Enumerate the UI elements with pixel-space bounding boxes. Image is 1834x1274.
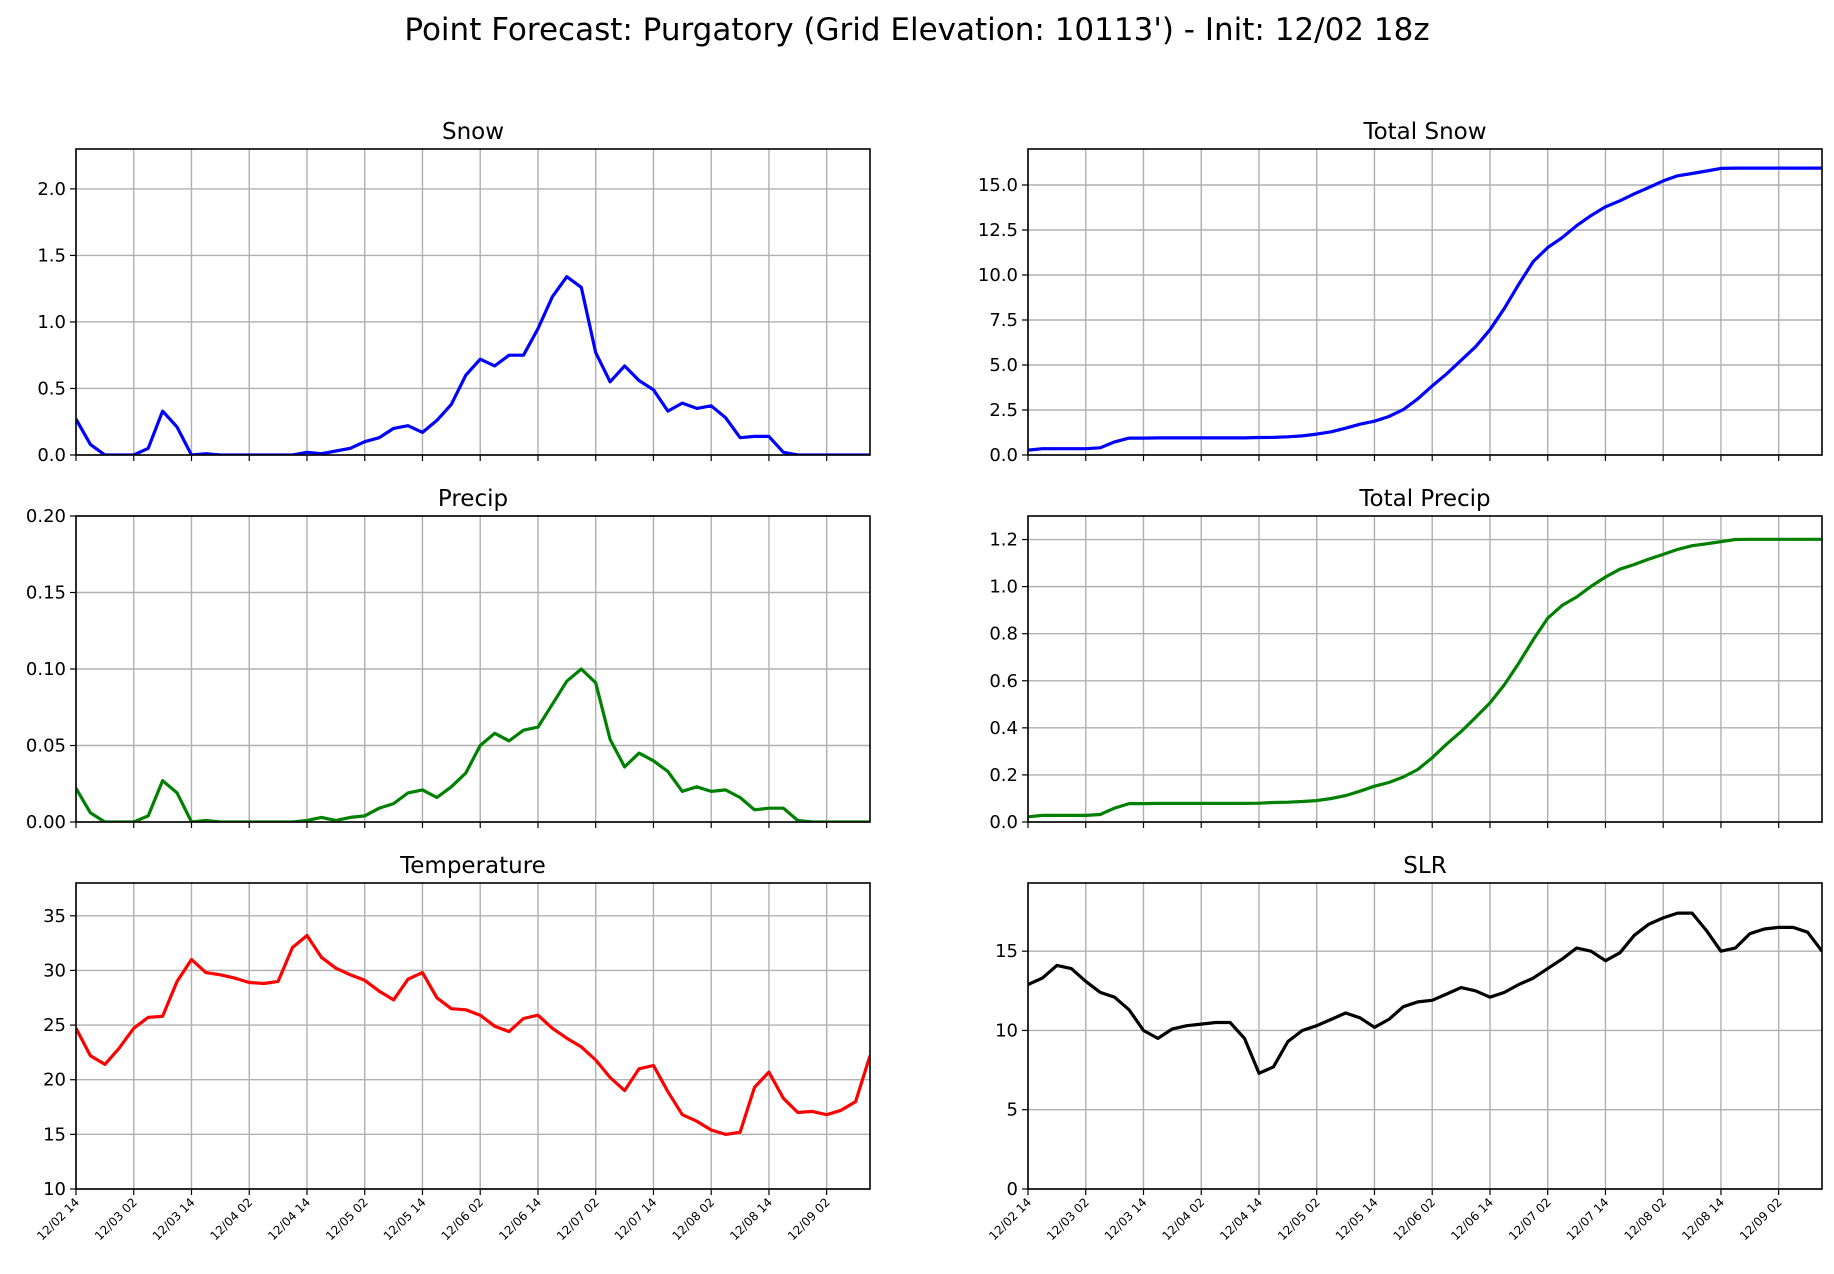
y-tick-label: 1.2 (989, 530, 1018, 551)
y-tick-label: 1.5 (37, 245, 66, 266)
y-tick-label: 10.0 (978, 265, 1018, 286)
series-line-precip (76, 667, 870, 822)
y-tick-label: 0.0 (37, 445, 66, 466)
panel-total-precip: Total Precip 0.0 0.2 0.4 0.6 0.8 1.0 1.2 (989, 486, 1823, 833)
y-tick-label: 10 (43, 1179, 66, 1200)
axes-frame (1027, 515, 1823, 823)
panel-title: Total Precip (1358, 486, 1490, 512)
y-tick-label: 15.0 (978, 175, 1018, 196)
y-tick-label: 0.10 (26, 659, 66, 680)
panel-snow: Snow 0.0 0.5 1.0 1.5 2.0 (37, 119, 871, 466)
panel-title: SLR (1403, 853, 1446, 879)
y-tick-label: 5.0 (989, 355, 1018, 376)
y-tick-label: 5 (1007, 1100, 1018, 1121)
axes-frame (75, 882, 871, 1190)
series-line-snow (76, 275, 870, 455)
y-tick-label: 1.0 (989, 577, 1018, 598)
y-tick-label: 0.0 (989, 812, 1018, 833)
figure-title: Point Forecast: Purgatory (Grid Elevatio… (404, 12, 1429, 48)
panel-title: Total Snow (1362, 119, 1486, 145)
panel-total-snow: Total Snow 0.0 2.5 5.0 7.5 10.0 12.5 15.0 (978, 119, 1823, 466)
y-tick-label: 35 (43, 906, 66, 927)
y-tick-label: 0.4 (989, 718, 1018, 739)
panel-title: Snow (442, 119, 504, 145)
series-line-slr (1028, 911, 1822, 1075)
y-tick-label: 1.0 (37, 312, 66, 333)
axes-frame (1027, 882, 1823, 1190)
y-tick-label: 2.0 (37, 179, 66, 200)
y-tick-label: 12.5 (978, 220, 1018, 241)
y-tick-label: 7.5 (989, 310, 1018, 331)
axes-frame (75, 148, 871, 456)
y-tick-label: 25 (43, 1015, 66, 1036)
y-tick-label: 0.5 (37, 378, 66, 399)
y-tick-label: 0.05 (26, 736, 66, 757)
series-line-total-snow (1028, 166, 1822, 452)
y-tick-label: 15 (995, 941, 1018, 962)
series-line-total-precip (1028, 537, 1822, 819)
panel-precip: Precip 0.00 0.05 0.10 0.15 0.20 (26, 486, 871, 833)
y-tick-label: 15 (43, 1124, 66, 1145)
y-tick-label: 10 (995, 1020, 1018, 1041)
y-tick-label: 0.6 (989, 671, 1018, 692)
y-tick-label: 0.8 (989, 624, 1018, 645)
axes-frame (1027, 148, 1823, 456)
y-tick-label: 0.15 (26, 583, 66, 604)
y-tick-label: 0.20 (26, 506, 66, 527)
y-tick-label: 0.00 (26, 812, 66, 833)
panel-title: Temperature (399, 853, 546, 879)
panel-title: Precip (438, 486, 508, 512)
series-line-temperature (76, 933, 870, 1137)
y-tick-label: 0 (1007, 1179, 1018, 1200)
y-tick-label: 30 (43, 960, 66, 981)
y-tick-label: 0.0 (989, 445, 1018, 466)
y-tick-label: 20 (43, 1070, 66, 1091)
y-tick-label: 0.2 (989, 765, 1018, 786)
y-tick-label: 2.5 (989, 400, 1018, 421)
axes-frame (75, 515, 871, 823)
